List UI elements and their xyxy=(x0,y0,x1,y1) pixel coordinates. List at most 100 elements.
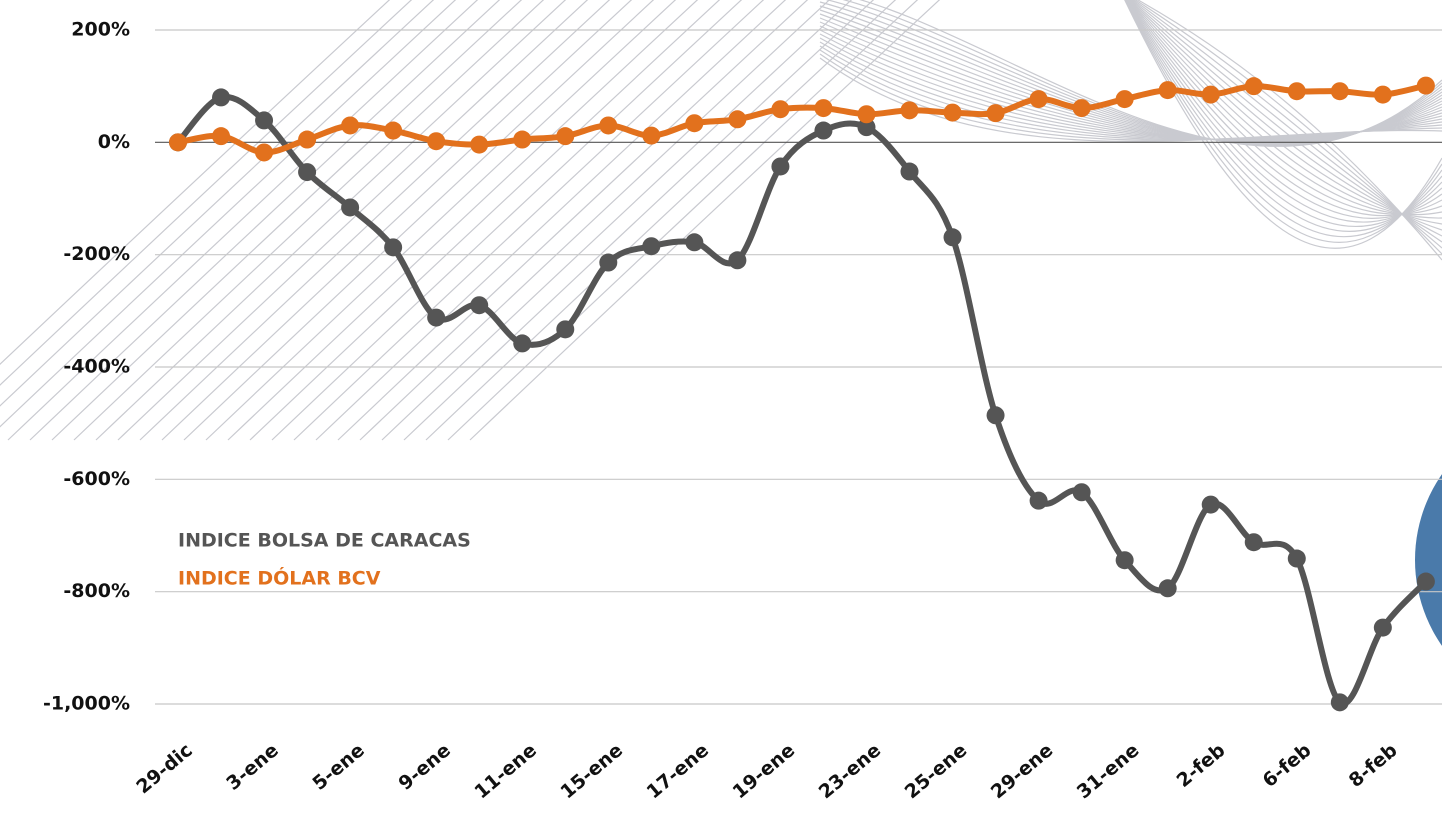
data-point xyxy=(900,101,919,120)
data-point xyxy=(1287,82,1306,101)
decor-line xyxy=(842,0,1442,147)
decor-line xyxy=(161,0,633,441)
x-tick-label: 11-ene xyxy=(470,739,541,803)
data-point xyxy=(427,132,446,151)
decor-line xyxy=(293,0,765,441)
decor-line xyxy=(73,0,545,441)
x-tick-label: 31-ene xyxy=(1073,739,1144,803)
data-point xyxy=(1416,572,1435,591)
data-point xyxy=(771,157,790,176)
data-point xyxy=(642,237,661,256)
x-tick-label: 23-ene xyxy=(815,739,886,803)
data-point xyxy=(814,99,833,118)
data-point xyxy=(1373,618,1392,637)
data-point xyxy=(1158,579,1177,598)
x-tick-label: 29-dic xyxy=(132,739,196,798)
data-point xyxy=(1287,549,1306,568)
data-point xyxy=(341,116,360,135)
decor-line xyxy=(0,0,457,428)
y-tick-label: -400% xyxy=(63,356,130,378)
decor-line xyxy=(249,0,721,441)
x-tick-label: 6-feb xyxy=(1259,739,1316,792)
legend-entry: INDICE BOLSA DE CARACAS xyxy=(178,530,471,552)
data-point xyxy=(513,334,532,353)
data-point xyxy=(298,130,317,149)
y-tick-label: -800% xyxy=(63,580,130,602)
data-point xyxy=(169,133,187,152)
decor-line xyxy=(0,0,413,386)
decor-circle xyxy=(1415,474,1442,646)
legend-entry: INDICE DÓLAR BCV xyxy=(178,566,381,590)
data-point xyxy=(1373,85,1392,104)
data-point xyxy=(1072,483,1091,502)
y-tick-label: -200% xyxy=(63,243,130,265)
data-point xyxy=(986,406,1005,425)
decor-line xyxy=(381,0,853,441)
data-point xyxy=(255,143,274,162)
y-tick-label: -1,000% xyxy=(43,693,130,715)
data-point xyxy=(1244,77,1263,96)
data-point xyxy=(1201,495,1220,514)
data-point xyxy=(642,126,661,145)
data-point xyxy=(857,118,876,137)
data-point xyxy=(728,251,747,270)
decor-line xyxy=(29,0,501,441)
decor-line xyxy=(227,0,699,441)
data-point xyxy=(556,127,575,146)
data-point xyxy=(943,103,962,122)
y-tick-label: 200% xyxy=(71,19,130,41)
data-point xyxy=(255,111,274,130)
decor-line xyxy=(359,0,831,441)
y-tick-label: -600% xyxy=(63,468,130,490)
data-point xyxy=(599,253,618,272)
data-point xyxy=(1158,81,1177,100)
data-point xyxy=(1416,76,1435,95)
data-point xyxy=(212,88,231,107)
decor-line xyxy=(337,0,809,441)
data-point xyxy=(513,130,532,149)
data-point xyxy=(986,104,1005,123)
decor-line xyxy=(819,57,1442,142)
data-point xyxy=(900,162,919,181)
x-tick-label: 29-ene xyxy=(987,739,1058,803)
x-tick-label: 9-ene xyxy=(395,739,455,795)
data-point xyxy=(470,135,489,154)
x-tick-label: 5-ene xyxy=(308,739,368,795)
decor-line xyxy=(117,0,589,441)
data-point xyxy=(814,121,833,140)
decor-line xyxy=(139,0,611,441)
x-tick-label: 2-feb xyxy=(1173,739,1230,792)
x-tick-label: 25-ene xyxy=(901,739,972,803)
data-point xyxy=(771,100,790,119)
data-point xyxy=(427,308,446,327)
decor-line xyxy=(425,0,897,441)
data-point xyxy=(1201,85,1220,104)
data-point xyxy=(685,114,704,133)
decor-line xyxy=(819,25,1442,142)
data-point xyxy=(1330,693,1349,712)
x-tick-label: 17-ene xyxy=(643,739,714,803)
data-point xyxy=(470,296,489,315)
x-tick-label: 19-ene xyxy=(729,739,800,803)
data-point xyxy=(599,116,618,135)
data-point xyxy=(1072,99,1091,118)
series-line xyxy=(175,93,1429,707)
data-point xyxy=(212,127,231,146)
data-point xyxy=(1244,533,1263,552)
data-point xyxy=(943,228,962,247)
data-point xyxy=(384,238,403,257)
data-point xyxy=(857,105,876,124)
data-point xyxy=(1115,90,1134,109)
x-tick-label: 3-ene xyxy=(222,739,282,795)
data-point xyxy=(728,110,747,129)
decor-line xyxy=(1129,0,1442,231)
decor-line xyxy=(0,0,391,366)
data-point xyxy=(1115,551,1134,570)
data-point xyxy=(1029,491,1048,510)
background-decoration xyxy=(0,0,1442,646)
data-point xyxy=(341,198,360,217)
decor-line xyxy=(271,0,743,441)
decor-line xyxy=(95,0,567,441)
data-point xyxy=(298,163,317,182)
data-point xyxy=(685,233,704,252)
